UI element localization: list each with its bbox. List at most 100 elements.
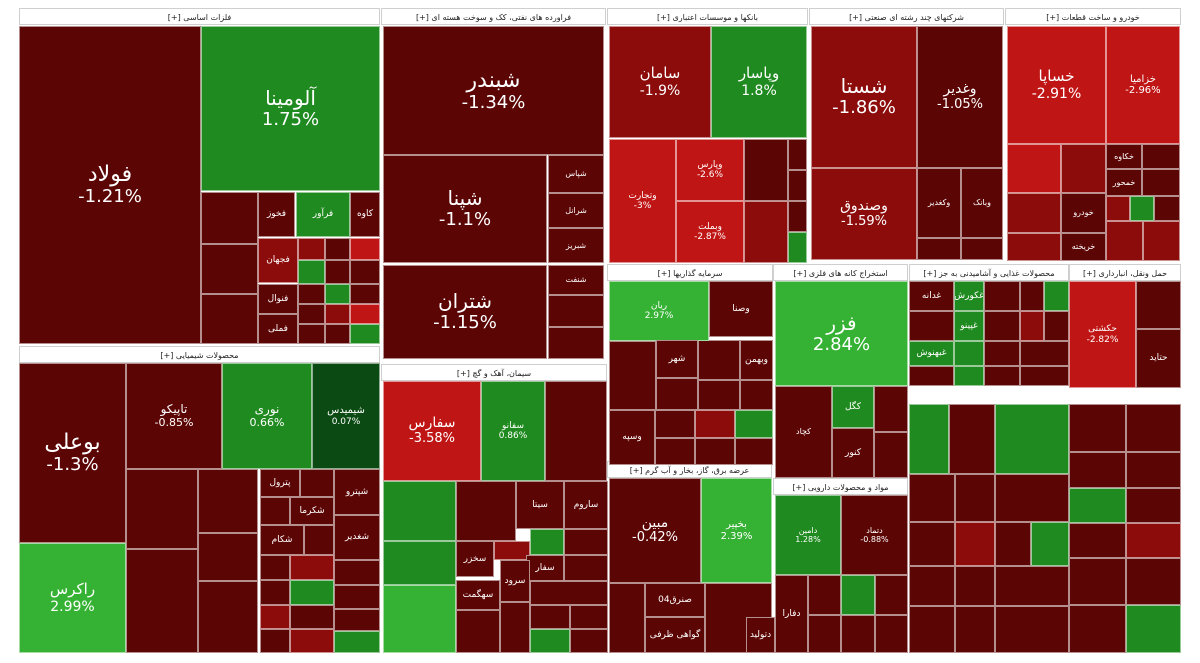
sector-header[interactable]: بانکها و موسسات اعتباری [+] [607, 8, 808, 25]
stock-tile[interactable]: فملی [258, 314, 298, 344]
stock-tile-small[interactable] [1069, 488, 1126, 523]
sector-header[interactable]: فلزات اساسی [+] [19, 8, 380, 25]
stock-tile-small[interactable] [1106, 196, 1130, 221]
stock-tile-small[interactable] [1020, 281, 1044, 311]
stock-tile[interactable]: پترول [260, 469, 300, 497]
stock-tile-small[interactable] [955, 566, 995, 606]
stock-tile-small[interactable] [1020, 366, 1069, 386]
sector-header[interactable]: سیمان، آهک و گچ [+] [381, 364, 607, 381]
stock-tile-small[interactable] [1154, 196, 1180, 221]
stock-tile-small[interactable] [1020, 341, 1069, 366]
stock-tile-small[interactable] [917, 238, 961, 260]
stock-tile-small[interactable] [995, 606, 1069, 653]
stock-tile-small[interactable] [325, 238, 350, 260]
stock-tile[interactable]: وپارس -2.6% [676, 139, 744, 201]
stock-tile-small[interactable] [735, 438, 773, 465]
stock-tile-small[interactable] [1031, 522, 1069, 566]
stock-tile-small[interactable] [201, 192, 258, 244]
stock-tile-small[interactable] [350, 284, 380, 304]
stock-tile[interactable]: خریخته [1061, 233, 1106, 261]
stock-tile[interactable]: شپنا -1.1% [383, 155, 547, 263]
stock-tile-small[interactable] [383, 585, 456, 653]
stock-tile-small[interactable] [325, 304, 350, 324]
stock-tile[interactable]: وسپه [609, 410, 655, 465]
sector-header[interactable]: فراورده های نفتی، کک و سوخت هسته ای [+] [381, 8, 606, 25]
stock-tile[interactable]: وصنا [709, 281, 773, 337]
stock-tile-small[interactable] [1126, 605, 1181, 653]
stock-tile-small[interactable] [1044, 311, 1069, 341]
stock-tile-small[interactable] [909, 606, 955, 653]
stock-tile-small[interactable] [300, 469, 334, 497]
stock-tile-small[interactable] [995, 522, 1031, 566]
stock-tile-small[interactable] [808, 575, 841, 615]
stock-tile-small[interactable] [955, 606, 995, 653]
stock-tile-small[interactable] [909, 311, 954, 341]
stock-tile-small[interactable] [744, 201, 788, 263]
stock-tile[interactable]: خودرو [1061, 193, 1106, 233]
stock-tile-small[interactable] [1142, 169, 1180, 196]
stock-tile[interactable]: صنرق04 [645, 583, 705, 617]
stock-tile[interactable]: فولاد -1.21% [19, 26, 201, 344]
stock-tile[interactable]: فزر 2.84% [775, 281, 908, 386]
stock-tile-small[interactable] [1020, 311, 1044, 341]
stock-tile[interactable]: فنوال [258, 284, 298, 314]
stock-tile-small[interactable] [456, 610, 500, 653]
stock-tile[interactable]: غدانه [909, 281, 954, 311]
stock-tile[interactable]: کاوه [350, 192, 380, 237]
stock-tile[interactable]: وغدیر -1.05% [917, 26, 1003, 168]
stock-tile-small[interactable] [698, 340, 740, 380]
stock-tile[interactable]: وکغدیر [917, 168, 961, 238]
stock-tile-small[interactable] [1126, 488, 1181, 523]
stock-tile-small[interactable] [984, 341, 1020, 366]
stock-tile-small[interactable] [655, 410, 695, 438]
stock-tile-small[interactable] [1126, 558, 1181, 605]
stock-tile-small[interactable] [1069, 452, 1126, 488]
stock-tile-small[interactable] [841, 615, 875, 653]
stock-tile[interactable]: شبریز [548, 228, 604, 263]
stock-tile-small[interactable] [325, 284, 350, 304]
stock-tile-small[interactable] [909, 474, 955, 522]
stock-tile[interactable]: شپاس [548, 155, 604, 193]
stock-tile-small[interactable] [334, 609, 380, 631]
stock-tile[interactable]: شکرما [290, 497, 334, 525]
stock-tile-small[interactable] [290, 555, 334, 580]
stock-tile-small[interactable] [298, 284, 325, 304]
stock-tile-small[interactable] [984, 281, 1020, 311]
stock-tile-small[interactable] [1069, 523, 1126, 558]
stock-tile-small[interactable] [350, 238, 380, 260]
stock-tile-small[interactable] [788, 139, 807, 170]
stock-tile-small[interactable] [383, 541, 456, 585]
stock-tile-small[interactable] [995, 566, 1069, 606]
stock-tile-small[interactable] [548, 295, 604, 327]
stock-tile-small[interactable] [841, 575, 875, 615]
stock-tile-small[interactable] [260, 497, 290, 525]
stock-tile-small[interactable] [1007, 233, 1061, 261]
stock-tile-small[interactable] [1106, 221, 1143, 261]
stock-tile-small[interactable] [298, 260, 325, 284]
stock-tile[interactable]: سیتا [516, 481, 564, 529]
stock-tile-small[interactable] [500, 602, 530, 653]
stock-tile[interactable]: راکرس 2.99% [19, 543, 126, 653]
stock-tile[interactable]: وبانک [961, 168, 1003, 238]
stock-tile[interactable]: سخزر [456, 541, 494, 577]
sector-header[interactable]: سرمایه گذاریها [+] [607, 264, 773, 281]
stock-tile-small[interactable] [995, 474, 1069, 522]
stock-tile[interactable]: سامان -1.9% [609, 26, 711, 138]
stock-tile[interactable]: سفار [526, 555, 564, 581]
stock-tile-small[interactable] [383, 481, 456, 541]
stock-tile-small[interactable] [1007, 193, 1061, 233]
stock-tile[interactable]: دتماد -0.88% [841, 495, 908, 575]
stock-tile-small[interactable] [201, 294, 258, 344]
stock-tile[interactable]: وبملت -2.87% [676, 201, 744, 263]
stock-tile-small[interactable] [530, 529, 564, 555]
stock-tile-small[interactable] [201, 244, 258, 294]
stock-tile-small[interactable] [325, 324, 350, 344]
stock-tile[interactable]: غبهنوش [909, 341, 954, 366]
stock-tile[interactable]: خکاوه [1106, 144, 1142, 169]
stock-tile-small[interactable] [304, 525, 334, 555]
stock-tile[interactable]: کچاد [775, 386, 832, 478]
stock-tile[interactable]: حکشتی -2.82% [1069, 281, 1136, 388]
stock-tile-small[interactable] [198, 533, 258, 581]
stock-tile[interactable]: خمحور [1106, 169, 1142, 196]
stock-tile[interactable]: کگل [832, 386, 874, 428]
